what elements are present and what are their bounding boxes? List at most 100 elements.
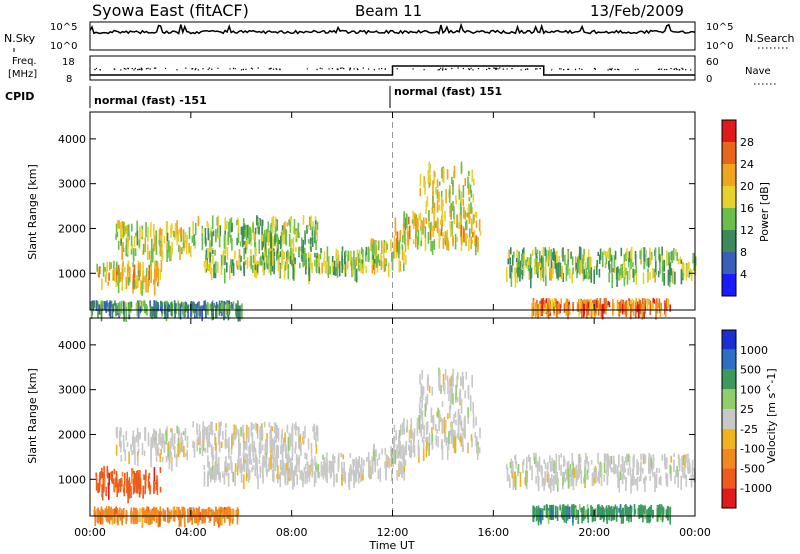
velocity-ylabel: Slant Range [km] (26, 368, 39, 464)
echo-cell (506, 267, 508, 283)
echo-cell (203, 426, 206, 440)
echo-cell (461, 436, 464, 442)
echo-cell (547, 303, 549, 312)
echo-cell (460, 379, 462, 385)
echo-cell (674, 271, 676, 285)
echo-cell (554, 466, 557, 479)
nave-dot (319, 67, 321, 69)
echo-cell (419, 188, 422, 197)
echo-cell (190, 246, 192, 258)
echo-cell (201, 237, 204, 251)
echo-cell (556, 250, 558, 260)
echo-cell (108, 484, 110, 500)
echo-cell (218, 236, 221, 248)
echo-cell (450, 428, 453, 444)
echo-cell (681, 455, 683, 472)
echo-cell (186, 436, 189, 448)
echo-cell (597, 471, 600, 477)
echo-cell (292, 470, 294, 479)
nave-dot (349, 67, 351, 69)
echo-cell (212, 509, 214, 517)
echo-cell (431, 240, 434, 255)
echo-cell (210, 473, 212, 483)
nave-dot (131, 67, 133, 70)
nave-dot (127, 68, 130, 70)
echo-cell (438, 238, 441, 249)
echo-cell (571, 256, 574, 266)
echo-cell (403, 428, 406, 435)
echo-cell (426, 393, 429, 405)
nave-dot (681, 67, 683, 70)
power-scatter (90, 161, 697, 322)
echo-cell (230, 259, 232, 268)
echo-cell (457, 371, 459, 380)
cpid-mode-2: normal (fast) 151 (394, 85, 502, 98)
echo-cell (295, 247, 297, 252)
echo-cell (215, 471, 217, 481)
colorbar-tick-label: 500 (740, 364, 761, 377)
echo-cell (455, 195, 457, 201)
echo-cell (570, 478, 573, 483)
echo-cell (534, 456, 536, 465)
echo-cell (596, 259, 598, 268)
colorbar-cell (722, 369, 736, 390)
echo-cell (141, 511, 144, 526)
echo-cell (263, 456, 265, 466)
echo-cell (203, 465, 206, 471)
nave-dot (470, 67, 472, 70)
echo-cell (384, 264, 387, 272)
noise-right-tick-high: 10^5 (706, 22, 733, 33)
echo-cell (132, 262, 134, 267)
echo-cell (226, 439, 228, 448)
echo-cell (603, 509, 606, 520)
echo-cell (440, 228, 443, 236)
nave-dot (657, 68, 660, 71)
echo-cell (112, 268, 115, 279)
echo-cell (575, 471, 578, 487)
echo-cell (322, 461, 325, 473)
echo-cell (609, 456, 612, 470)
echo-cell (633, 269, 636, 276)
echo-cell (123, 508, 125, 519)
echo-cell (361, 259, 364, 269)
echo-cell (632, 300, 635, 316)
echo-cell (562, 272, 564, 283)
echo-cell (608, 260, 610, 270)
echo-cell (244, 441, 247, 446)
echo-cell (400, 463, 402, 475)
echo-cell (638, 504, 640, 513)
echo-cell (256, 457, 258, 468)
echo-cell (311, 237, 314, 247)
echo-cell (314, 230, 316, 244)
noise-right-tick-low: 10^0 (706, 41, 733, 52)
echo-cell (405, 445, 407, 456)
echo-cell (236, 511, 239, 525)
echo-cell (676, 466, 678, 478)
echo-cell (106, 306, 109, 312)
echo-cell (122, 260, 124, 268)
echo-cell (526, 257, 529, 262)
echo-cell (230, 301, 233, 309)
echo-cell (181, 247, 183, 255)
nave-dot (164, 67, 167, 70)
echo-cell (184, 427, 187, 441)
echo-cell (454, 233, 457, 250)
echo-cell (198, 424, 201, 432)
echo-cell (214, 437, 217, 451)
echo-cell (125, 237, 128, 249)
echo-cell (431, 415, 434, 424)
echo-cell (283, 222, 285, 234)
echo-cell (475, 239, 477, 256)
time-axis-label: Time UT (368, 539, 414, 552)
echo-cell (425, 422, 428, 435)
echo-cell (589, 256, 591, 268)
echo-cell (620, 509, 623, 524)
echo-cell (579, 261, 581, 275)
echo-cell (619, 507, 621, 514)
echo-cell (159, 486, 162, 493)
echo-cell (441, 445, 444, 460)
echo-cell (378, 259, 381, 266)
echo-cell (130, 486, 132, 498)
echo-cell (563, 472, 566, 482)
echo-cell (664, 301, 667, 317)
